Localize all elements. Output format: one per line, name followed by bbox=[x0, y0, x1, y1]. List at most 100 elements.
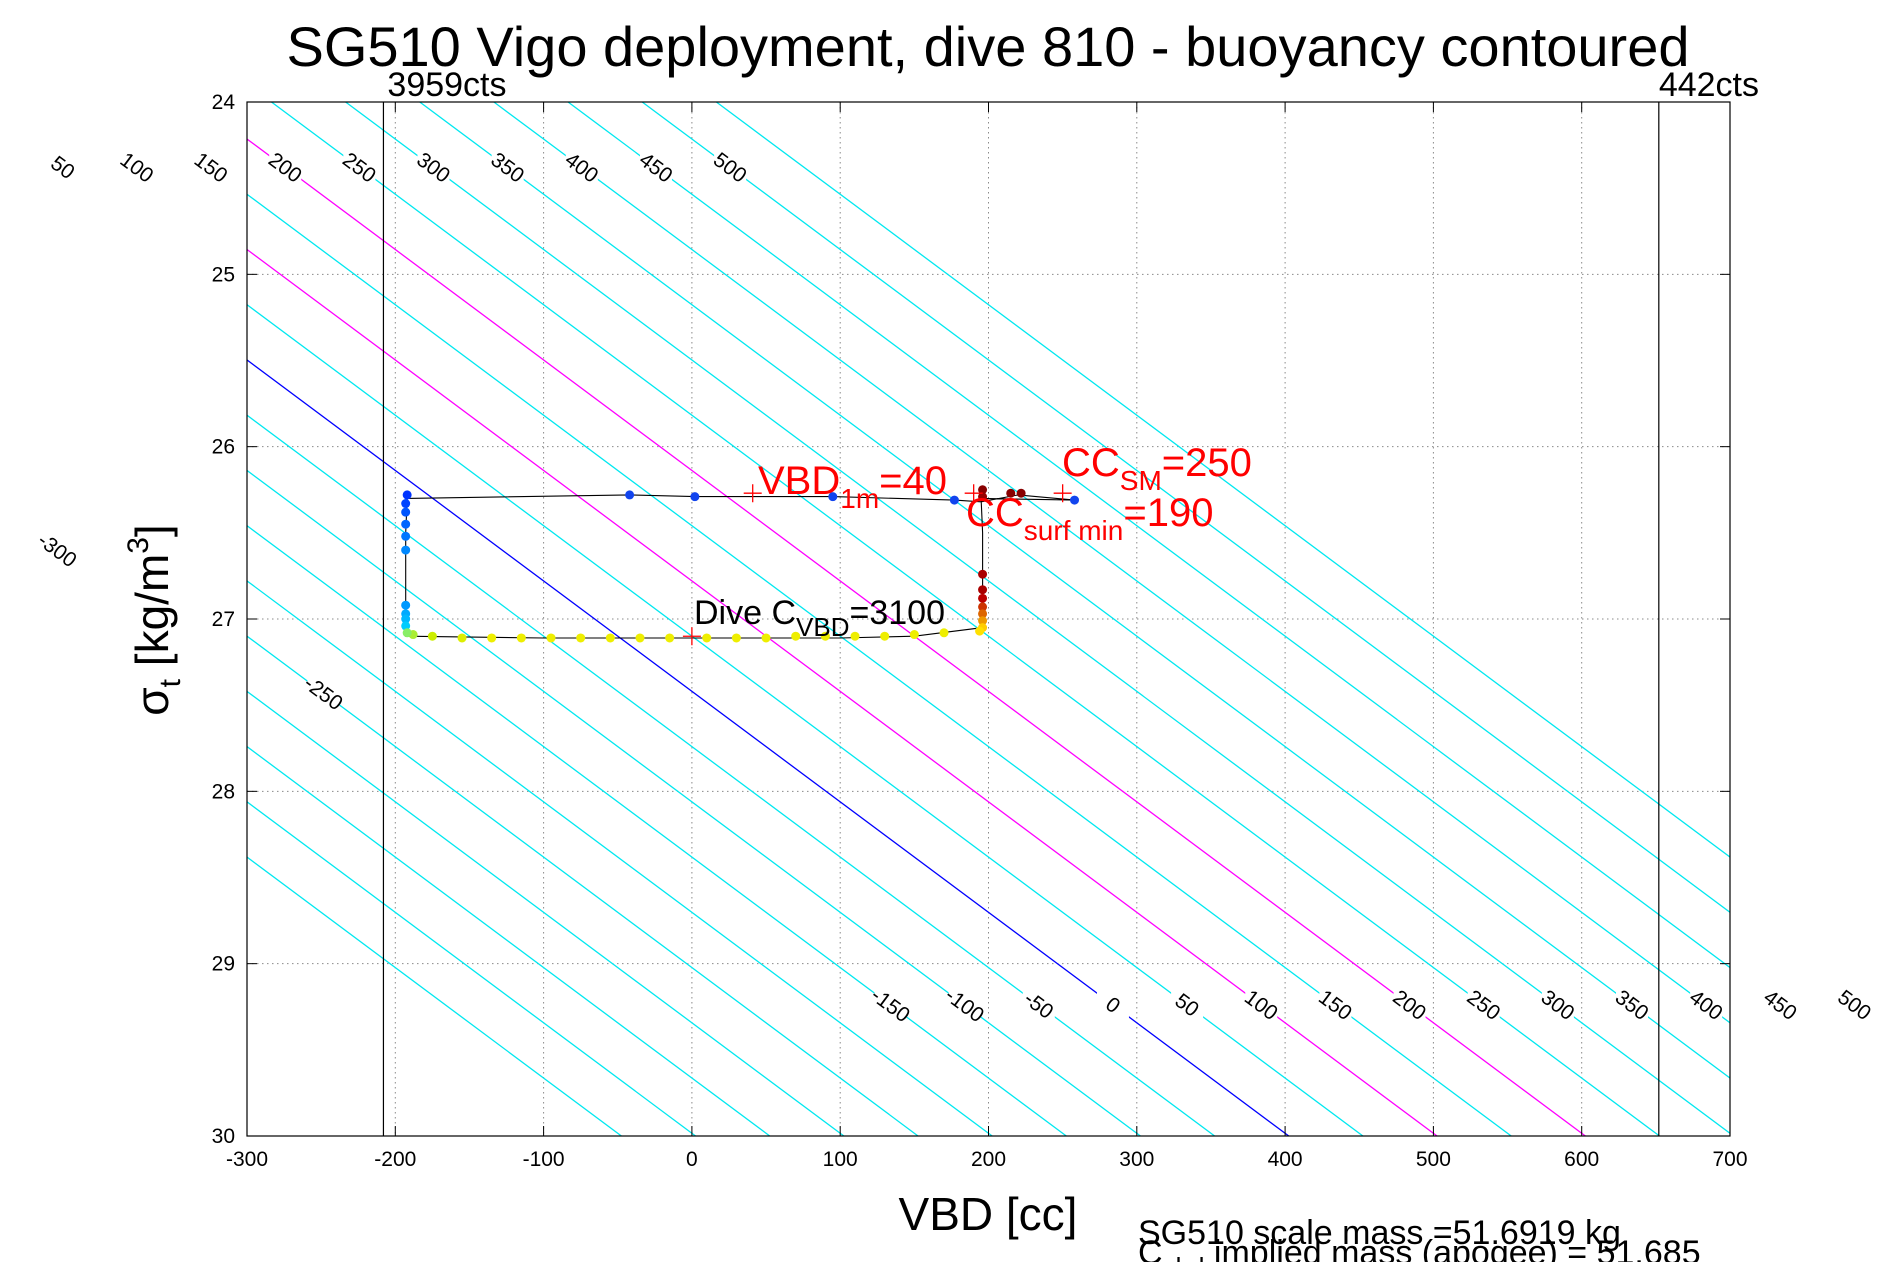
y-tick-label: 27 bbox=[212, 608, 235, 631]
dive-point bbox=[401, 507, 411, 517]
annotations: VBD1m=40 CCSM=250 CCsurf min=190 bbox=[758, 441, 1252, 546]
contour-label-bg bbox=[1096, 983, 1129, 1028]
contour-label-bg bbox=[41, 528, 74, 573]
contour-label-bg bbox=[1319, 983, 1352, 1028]
x-tick-label: 200 bbox=[971, 1148, 1006, 1171]
dive-point bbox=[402, 628, 412, 638]
y-tick-label: 28 bbox=[212, 780, 235, 803]
dive-point bbox=[487, 633, 497, 643]
contour-label-bg bbox=[120, 145, 153, 190]
contour-line bbox=[247, 248, 1438, 1136]
vbd-limit-lines: 3959cts 442cts bbox=[382, 66, 1759, 1136]
dive-point bbox=[665, 633, 675, 643]
contour-line bbox=[641, 102, 1730, 914]
vbd-limit-label: 442cts bbox=[1659, 66, 1759, 104]
dive-point bbox=[625, 490, 635, 500]
x-axis-label: VBD [cc] bbox=[899, 1188, 1078, 1240]
contour-line bbox=[247, 856, 622, 1136]
dive-point bbox=[401, 621, 411, 631]
dive-point bbox=[690, 492, 700, 502]
cc-sm-annotation: CCSM=250 bbox=[1062, 441, 1252, 496]
contour-line bbox=[419, 102, 1730, 1079]
y-axis-label: σt [kg/m3] bbox=[122, 524, 187, 715]
y-axis-label-units: [kg/m bbox=[126, 554, 178, 679]
implied-mass-footer: Cvbd implied mass (apogee) = 51.685 bbox=[1138, 1234, 1701, 1262]
dive-point bbox=[975, 626, 985, 636]
contour-label-bg bbox=[307, 671, 340, 716]
contour-label-bg bbox=[195, 145, 228, 190]
y-tick-label: 26 bbox=[212, 436, 235, 459]
contour-label-bg bbox=[639, 145, 672, 190]
contour-line bbox=[247, 359, 1290, 1136]
x-tick-label: -100 bbox=[523, 1148, 565, 1171]
x-tick-label: 700 bbox=[1712, 1148, 1747, 1171]
dive-point bbox=[978, 593, 988, 603]
contour-line bbox=[247, 303, 1364, 1136]
chart-title: SG510 Vigo deployment, dive 810 - buoyan… bbox=[286, 15, 1689, 78]
contour-labels: -200-150-100-500501001502002503003504004… bbox=[0, 145, 1875, 1027]
contour-label-bg bbox=[1467, 983, 1500, 1028]
y-axis-label-main: σ bbox=[126, 687, 178, 715]
grid-lines bbox=[247, 102, 1730, 1136]
y-tick-label: 29 bbox=[212, 953, 235, 976]
dive-point bbox=[978, 585, 988, 595]
contour-label-bg bbox=[565, 145, 598, 190]
dive-point bbox=[791, 631, 801, 641]
dive-point bbox=[401, 545, 411, 555]
dive-point bbox=[978, 609, 988, 619]
dive-trace bbox=[401, 484, 1080, 646]
dive-point bbox=[978, 616, 988, 626]
dive-point bbox=[516, 633, 526, 643]
y-axis-label-units-end: ] bbox=[126, 524, 178, 537]
contour-label-bg bbox=[1764, 983, 1797, 1028]
svg-text:σt [kg/m3]: σt [kg/m3] bbox=[122, 524, 187, 715]
x-tick-label: 500 bbox=[1416, 1148, 1451, 1171]
y-tick-label: 24 bbox=[212, 91, 236, 114]
y-tick-label: 30 bbox=[212, 1125, 235, 1148]
contour-label-bg bbox=[417, 145, 450, 190]
buoyancy-contours bbox=[247, 102, 1730, 1136]
contour-label-bg bbox=[1171, 983, 1204, 1028]
plus-marker bbox=[743, 484, 762, 503]
contour-line bbox=[247, 193, 1512, 1136]
dive-point bbox=[978, 569, 988, 579]
contour-label-bg bbox=[46, 145, 79, 190]
contour-label-bg bbox=[1690, 983, 1723, 1028]
dive-point bbox=[401, 614, 411, 624]
dive-cvbd-annotation: Dive CVBD=3100 bbox=[694, 594, 945, 642]
contour-line bbox=[715, 102, 1730, 858]
dive-point bbox=[635, 633, 645, 643]
contour-line bbox=[271, 102, 1660, 1136]
plus-marker bbox=[964, 484, 983, 503]
contour-line bbox=[247, 635, 919, 1136]
y-axis-label-sub: t bbox=[154, 678, 187, 687]
contour-label-bg bbox=[491, 145, 524, 190]
x-tick-label: 600 bbox=[1564, 1148, 1599, 1171]
cc-surf-min-annotation: CCsurf min=190 bbox=[966, 491, 1213, 546]
dive-point bbox=[605, 633, 615, 643]
contour-label-bg bbox=[343, 145, 376, 190]
contour-label-bg bbox=[0, 145, 5, 190]
dive-point bbox=[401, 519, 411, 529]
dive-point bbox=[978, 602, 988, 612]
contour-label-bg bbox=[1616, 983, 1649, 1028]
y-axis-label-sup: 3 bbox=[122, 537, 155, 554]
contour-label-bg bbox=[948, 983, 981, 1028]
x-tick-label: 300 bbox=[1119, 1148, 1154, 1171]
dive-point bbox=[401, 499, 411, 509]
contour-label-bg bbox=[1838, 983, 1871, 1028]
scale-mass-footer: SG510 scale mass =51.6919 kg bbox=[1138, 1214, 1621, 1252]
dive-point bbox=[978, 485, 988, 495]
dive-point bbox=[1070, 495, 1080, 505]
contour-label-bg bbox=[269, 145, 302, 190]
dive-point bbox=[1006, 488, 1016, 498]
dive-point bbox=[761, 633, 771, 643]
plus-marker bbox=[1053, 484, 1072, 503]
dive-point bbox=[828, 492, 838, 502]
vbd-limit-label: 3959cts bbox=[387, 66, 506, 104]
dive-point bbox=[820, 631, 830, 641]
contour-line bbox=[247, 801, 696, 1136]
dive-point bbox=[880, 631, 890, 641]
contour-line bbox=[493, 102, 1730, 1024]
